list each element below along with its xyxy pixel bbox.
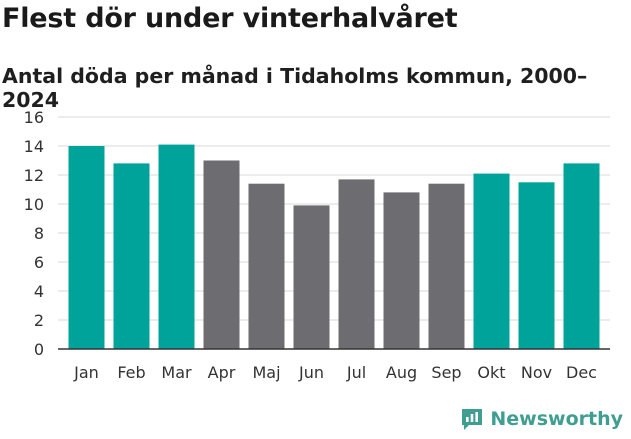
y-tick-label: 6: [34, 253, 44, 272]
bar-jan: [68, 146, 105, 349]
y-tick-label: 4: [34, 282, 44, 301]
bar-apr: [203, 160, 240, 349]
x-tick-label: Sep: [431, 363, 461, 382]
y-tick-label: 8: [34, 224, 44, 243]
bars: [68, 144, 600, 350]
y-tick-label: 16: [24, 108, 44, 127]
x-tick-label: Jan: [73, 363, 99, 382]
bar-sep: [428, 183, 465, 349]
x-tick-label: Dec: [566, 363, 597, 382]
x-tick-label: Feb: [117, 363, 145, 382]
x-tick-label: Apr: [208, 363, 236, 382]
x-tick-label: Aug: [386, 363, 417, 382]
x-tick-label: Nov: [521, 363, 552, 382]
bar-maj: [248, 183, 285, 349]
bar-jul: [338, 179, 375, 349]
x-tick-label: Mar: [161, 363, 192, 382]
y-tick-label: 10: [24, 195, 44, 214]
bar-jun: [293, 205, 330, 349]
bar-feb: [113, 163, 150, 349]
brand-name: Newsworthy: [490, 408, 623, 430]
bar-mar: [158, 144, 195, 349]
y-tick-label: 0: [34, 340, 44, 359]
x-tick-label: Okt: [477, 363, 505, 382]
x-tick-label: Jun: [298, 363, 324, 382]
chart-subtitle: Antal döda per månad i Tidaholms kommun,…: [2, 64, 588, 112]
bar-nov: [518, 182, 555, 350]
chart-title: Flest dör under vinterhalvåret: [2, 3, 458, 34]
y-tick-label: 14: [24, 137, 44, 156]
brand-logo: Newsworthy: [460, 407, 623, 431]
y-tick-label: 12: [24, 166, 44, 185]
x-tick-label: Jul: [346, 363, 366, 382]
bar-chart-speech-icon: [462, 409, 483, 430]
y-tick-label: 2: [34, 311, 44, 330]
x-axis-ticks: Jan Feb Mar Apr Maj Jun Jul Aug Sep Okt Nov Dec: [73, 363, 597, 382]
x-tick-label: Maj: [252, 363, 280, 382]
y-axis-ticks: 0 2 4 6 8 10 12 14 16: [24, 108, 44, 359]
bar-dec: [563, 163, 600, 349]
bar-okt: [473, 173, 510, 349]
gridlines: [58, 116, 610, 321]
bar-aug: [383, 192, 420, 349]
